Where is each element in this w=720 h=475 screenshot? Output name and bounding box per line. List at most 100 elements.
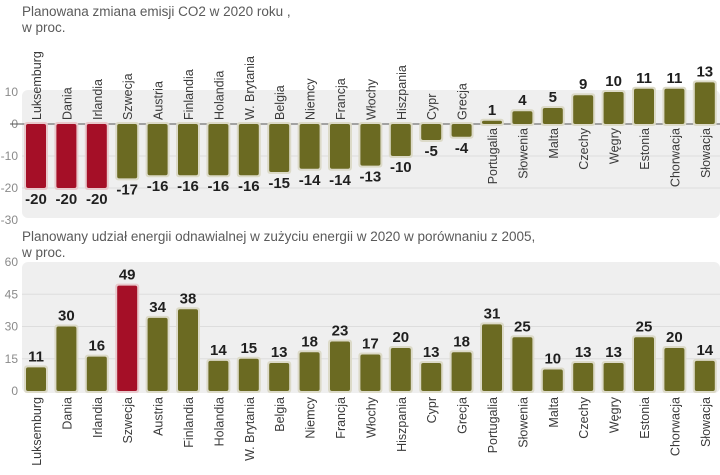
chart2-value-label: 13 bbox=[423, 344, 440, 361]
chart1-value-label: 11 bbox=[636, 70, 652, 87]
chart2-bar bbox=[86, 356, 107, 391]
chart1-bar bbox=[238, 124, 259, 176]
chart2-value-label: 30 bbox=[58, 308, 75, 325]
chart2-category-label: Malta bbox=[547, 397, 561, 428]
chart2-value-label: 34 bbox=[149, 299, 166, 316]
chart2-category-label: Włochy bbox=[364, 396, 378, 438]
chart2-ytick-label: 60 bbox=[5, 255, 19, 269]
chart2-value-label: 25 bbox=[514, 318, 531, 335]
chart1-bar bbox=[147, 124, 168, 176]
chart2-title: Planowany udział energii odnawialnej w z… bbox=[22, 229, 535, 261]
chart2-category-label: Szwecja bbox=[121, 397, 135, 444]
chart2-value-label: 18 bbox=[301, 333, 318, 350]
chart2-value-label: 13 bbox=[605, 344, 622, 361]
chart2-category-label: Niemcy bbox=[304, 396, 318, 438]
chart2-value-label: 17 bbox=[362, 335, 379, 352]
chart1-bar bbox=[56, 124, 77, 188]
chart2-category-label: Grecja bbox=[456, 397, 470, 434]
chart1-category-label: Niemcy bbox=[304, 78, 318, 120]
chart1-bar bbox=[512, 111, 533, 124]
chart2-category-label: Chorwacja bbox=[668, 397, 682, 456]
chart2-bar bbox=[178, 309, 198, 391]
chart1-value-label: 9 bbox=[579, 76, 587, 93]
chart1-category-label: W. Brytania bbox=[243, 56, 257, 120]
chart2-ytick-label: 30 bbox=[5, 320, 19, 334]
chart1-value-label: -13 bbox=[360, 169, 382, 186]
chart1-category-label: Słowacja bbox=[699, 128, 713, 178]
chart2-category-label: Belgia bbox=[273, 397, 287, 432]
chart2-value-label: 18 bbox=[453, 333, 470, 350]
chart1-category-label: Luksemburg bbox=[30, 51, 44, 120]
chart2-value-label: 49 bbox=[119, 267, 136, 284]
chart2-value-label: 13 bbox=[575, 344, 592, 361]
chart2-value-label: 14 bbox=[696, 342, 713, 359]
chart1-category-label: Portugalia bbox=[486, 128, 500, 184]
chart1-category-label: Austria bbox=[152, 81, 166, 120]
chart1-value-label: -15 bbox=[268, 175, 290, 192]
chart1-ytick-label: -10 bbox=[1, 149, 19, 163]
chart2-value-label: 15 bbox=[240, 340, 257, 357]
chart1-category-label: Holandia bbox=[212, 71, 226, 120]
chart1-value-label: -20 bbox=[25, 191, 47, 208]
chart2-renewables: 60 45 30 15 0 11 Luksemburg 30 Dania 16 Irlandia 49… bbox=[5, 255, 720, 466]
chart2-value-label: 10 bbox=[544, 351, 561, 368]
chart2-ytick-label: 45 bbox=[5, 287, 19, 301]
chart1-bar bbox=[208, 124, 229, 176]
chart1-bar bbox=[603, 92, 624, 124]
chart1-value-label: -16 bbox=[238, 178, 260, 195]
chart2-bar bbox=[664, 348, 685, 391]
chart1-value-label: -20 bbox=[86, 191, 108, 208]
chart1-value-label: -16 bbox=[208, 178, 230, 195]
chart2-value-label: 11 bbox=[28, 348, 44, 365]
chart1-title-line: Planowana zmiana emisji CO2 w 2020 roku … bbox=[22, 4, 291, 19]
chart1-value-label: -5 bbox=[425, 143, 438, 160]
chart1-category-label: Finlandia bbox=[182, 69, 196, 120]
chart2-bar bbox=[330, 341, 350, 391]
chart2-bar bbox=[117, 285, 138, 391]
chart1-bar bbox=[421, 124, 442, 140]
chart2-value-label: 14 bbox=[210, 342, 227, 359]
chart1-value-label: -17 bbox=[116, 181, 138, 198]
chart1-category-label: Malta bbox=[547, 128, 561, 159]
chart2-bar bbox=[208, 360, 229, 391]
chart2-title-line: Planowany udział energii odnawialnej w z… bbox=[22, 229, 536, 244]
chart1-bar bbox=[178, 124, 198, 176]
chart2-category-label: Czechy bbox=[577, 396, 591, 438]
chart1-category-label: Słowenia bbox=[516, 128, 530, 179]
chart2-category-label: Estonia bbox=[638, 397, 652, 439]
chart1-bar bbox=[86, 124, 107, 188]
chart2-value-label: 25 bbox=[636, 318, 653, 335]
chart2-value-label: 13 bbox=[271, 344, 288, 361]
chart2-bar bbox=[147, 317, 168, 391]
chart1-ytick-label: -30 bbox=[1, 213, 19, 227]
chart1-value-label: 5 bbox=[549, 89, 557, 106]
chart1-bar bbox=[573, 95, 594, 124]
chart2-category-label: Węgry bbox=[608, 396, 622, 433]
chart2-value-label: 31 bbox=[484, 305, 501, 322]
chart2-bar bbox=[512, 337, 533, 391]
chart2-bar bbox=[634, 337, 654, 391]
chart1-value-label: 13 bbox=[696, 63, 713, 80]
chart2-value-label: 23 bbox=[332, 323, 349, 340]
chart1-value-label: 4 bbox=[518, 92, 527, 109]
chart2-ytick-label: 15 bbox=[5, 352, 19, 366]
chart2-value-label: 20 bbox=[392, 329, 409, 346]
chart1-category-label: Chorwacja bbox=[668, 128, 682, 187]
chart1-title: Planowana zmiana emisji CO2 w 2020 roku … bbox=[22, 4, 291, 36]
chart1-category-label: Dania bbox=[60, 87, 74, 120]
chart1-value-label: 11 bbox=[666, 70, 682, 87]
chart2-bar bbox=[299, 352, 320, 391]
chart2-bar bbox=[451, 352, 472, 391]
chart2-bar bbox=[56, 326, 77, 391]
chart1-bar bbox=[269, 124, 290, 172]
chart2-category-label: Francja bbox=[334, 397, 348, 439]
chart1-value-label: -16 bbox=[177, 178, 199, 195]
chart2-bar bbox=[603, 363, 624, 391]
chart1-value-label: -20 bbox=[56, 191, 78, 208]
chart1-bar bbox=[330, 124, 350, 169]
chart2-bar bbox=[360, 354, 381, 391]
chart2-category-label: Luksemburg bbox=[30, 397, 44, 466]
chart2-category-label: Austria bbox=[152, 397, 166, 436]
chart1-emissions: 100-10-20-30-20Luksemburg-20Dania-20Irla… bbox=[1, 51, 720, 227]
